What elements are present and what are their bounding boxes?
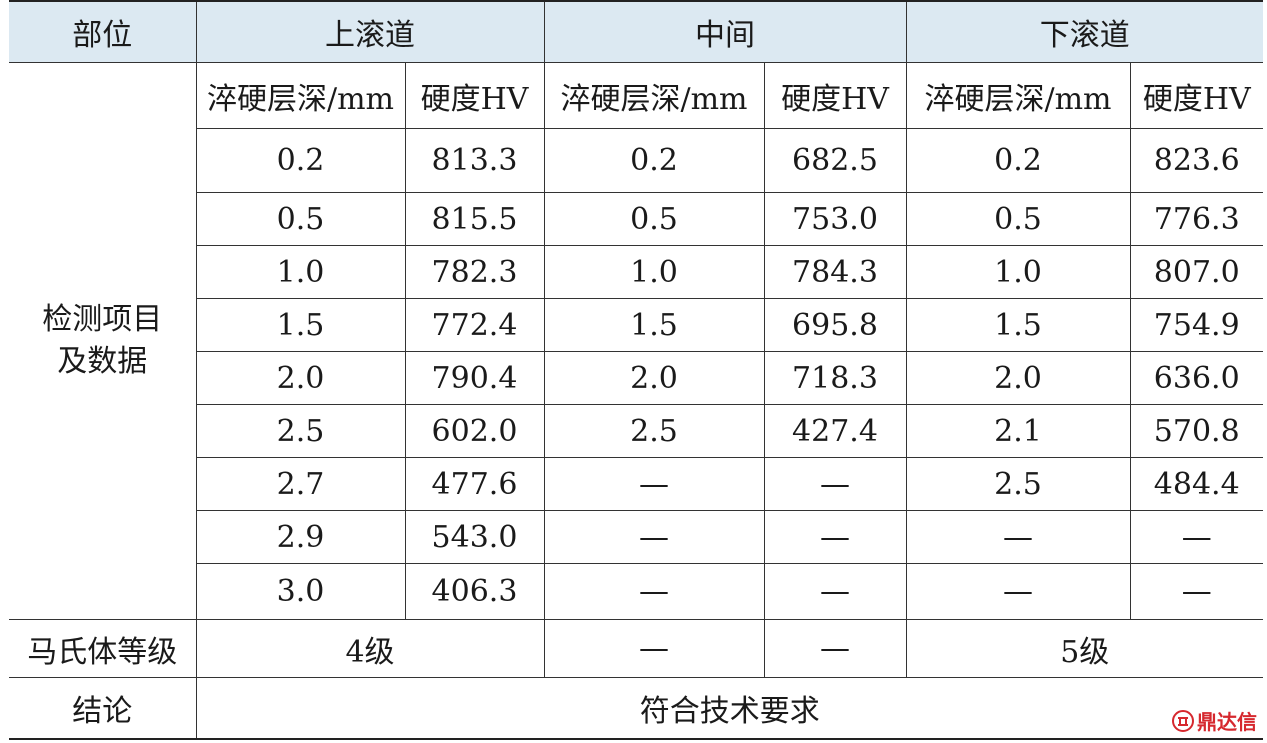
- subheader-upper-hardness: 硬度HV: [404, 62, 545, 129]
- cell: 815.5: [404, 192, 545, 246]
- subheader-upper-depth: 淬硬层深/mm: [195, 62, 406, 129]
- cell: 807.0: [1129, 245, 1263, 299]
- cell: 2.5: [196, 404, 406, 458]
- cell: 718.3: [763, 351, 907, 405]
- cell: —: [1129, 510, 1263, 564]
- header-upper-raceway: 上滚道: [195, 0, 545, 63]
- cell: —: [763, 563, 907, 620]
- cell: 543.0: [404, 510, 545, 564]
- cell: 477.6: [404, 457, 545, 511]
- table-row: 0.2 813.3 0.2 682.5 0.2 823.6: [9, 128, 1263, 193]
- cell: 790.4: [404, 351, 545, 405]
- cell: 1.5: [905, 298, 1131, 352]
- subheader-lower-hardness: 硬度HV: [1129, 62, 1263, 129]
- cell: 1.5: [543, 298, 765, 352]
- martensite-middle-depth: —: [543, 619, 765, 678]
- table-row: 1.0 782.3 1.0 784.3 1.0 807.0: [9, 245, 1263, 299]
- cell: 1.0: [543, 245, 765, 299]
- cell: 3.0: [196, 563, 406, 620]
- cell: 406.3: [404, 563, 545, 620]
- cell: 2.7: [196, 457, 406, 511]
- martensite-middle-hardness: —: [763, 619, 907, 678]
- subheader-middle-depth: 淬硬层深/mm: [543, 62, 765, 129]
- martensite-grade-row: 马氏体等级 4级 — — 5级: [9, 619, 1263, 678]
- cell: 2.5: [543, 404, 765, 458]
- cell: 0.5: [905, 192, 1131, 246]
- cell: 754.9: [1129, 298, 1263, 352]
- martensite-lower: 5级: [905, 619, 1263, 678]
- cell: 2.5: [905, 457, 1131, 511]
- header-lower-raceway: 下滚道: [905, 0, 1263, 63]
- cell: 1.5: [196, 298, 406, 352]
- cell: 484.4: [1129, 457, 1263, 511]
- cell: 1.0: [196, 245, 406, 299]
- cell: —: [543, 563, 765, 620]
- cell: —: [543, 457, 765, 511]
- cell: 682.5: [763, 128, 907, 193]
- cell: —: [905, 510, 1131, 564]
- cell: 784.3: [763, 245, 907, 299]
- conclusion-value: 符合技术要求: [195, 677, 1263, 740]
- martensite-upper: 4级: [195, 619, 545, 678]
- cell: —: [763, 457, 907, 511]
- watermark: 鼎达信: [1172, 706, 1257, 735]
- cell: 782.3: [404, 245, 545, 299]
- cell: 1.0: [905, 245, 1131, 299]
- cell: 0.2: [905, 128, 1131, 193]
- cell: —: [763, 510, 907, 564]
- cell: 427.4: [763, 404, 907, 458]
- header-position: 部位: [9, 0, 197, 63]
- table-row: 3.0 406.3 — — — —: [9, 563, 1263, 620]
- cell: 2.1: [905, 404, 1131, 458]
- cell: 0.2: [543, 128, 765, 193]
- subheader-row: 检测项目 及数据 淬硬层深/mm 硬度HV 淬硬层深/mm 硬度HV 淬硬层深/…: [9, 62, 1263, 620]
- table-row: 2.0 790.4 2.0 718.3 2.0 636.0: [9, 351, 1263, 405]
- cell: 776.3: [1129, 192, 1263, 246]
- cell: 695.8: [763, 298, 907, 352]
- subheader-lower-depth: 淬硬层深/mm: [905, 62, 1131, 129]
- cell: 2.9: [196, 510, 406, 564]
- cell: 823.6: [1129, 128, 1263, 193]
- table-row: 1.5 772.4 1.5 695.8 1.5 754.9: [9, 298, 1263, 352]
- subheader-middle-hardness: 硬度HV: [763, 62, 907, 129]
- table-row: 0.5 815.5 0.5 753.0 0.5 776.3: [9, 192, 1263, 246]
- watermark-text: 鼎达信: [1197, 710, 1257, 734]
- cell: 0.5: [196, 192, 406, 246]
- cell: —: [905, 563, 1131, 620]
- header-row: 部位 上滚道 中间 下滚道: [9, 0, 1263, 63]
- conclusion-label: 结论: [9, 677, 197, 740]
- header-middle: 中间: [543, 0, 907, 63]
- cell: 753.0: [763, 192, 907, 246]
- cell: 0.2: [196, 128, 406, 193]
- cell: 0.5: [543, 192, 765, 246]
- cell: —: [1129, 563, 1263, 620]
- martensite-label: 马氏体等级: [9, 619, 197, 678]
- hardness-table: 部位 上滚道 中间 下滚道 检测项目 及数据 淬硬层深/mm 硬度HV 淬硬层深…: [9, 0, 1263, 740]
- table-row: 2.9 543.0 — — — —: [9, 510, 1263, 564]
- row-label-test-items: 检测项目 及数据: [9, 62, 197, 620]
- cell: 813.3: [404, 128, 545, 193]
- cell: 602.0: [404, 404, 545, 458]
- cell: 2.0: [543, 351, 765, 405]
- brand-logo-icon: [1172, 709, 1194, 732]
- table-row: 2.7 477.6 — — 2.5 484.4: [9, 457, 1263, 511]
- cell: 772.4: [404, 298, 545, 352]
- cell: 570.8: [1129, 404, 1263, 458]
- cell: 636.0: [1129, 351, 1263, 405]
- cell: —: [543, 510, 765, 564]
- table-row: 2.5 602.0 2.5 427.4 2.1 570.8: [9, 404, 1263, 458]
- conclusion-row: 结论 符合技术要求: [9, 677, 1263, 740]
- cell: 2.0: [905, 351, 1131, 405]
- cell: 2.0: [196, 351, 406, 405]
